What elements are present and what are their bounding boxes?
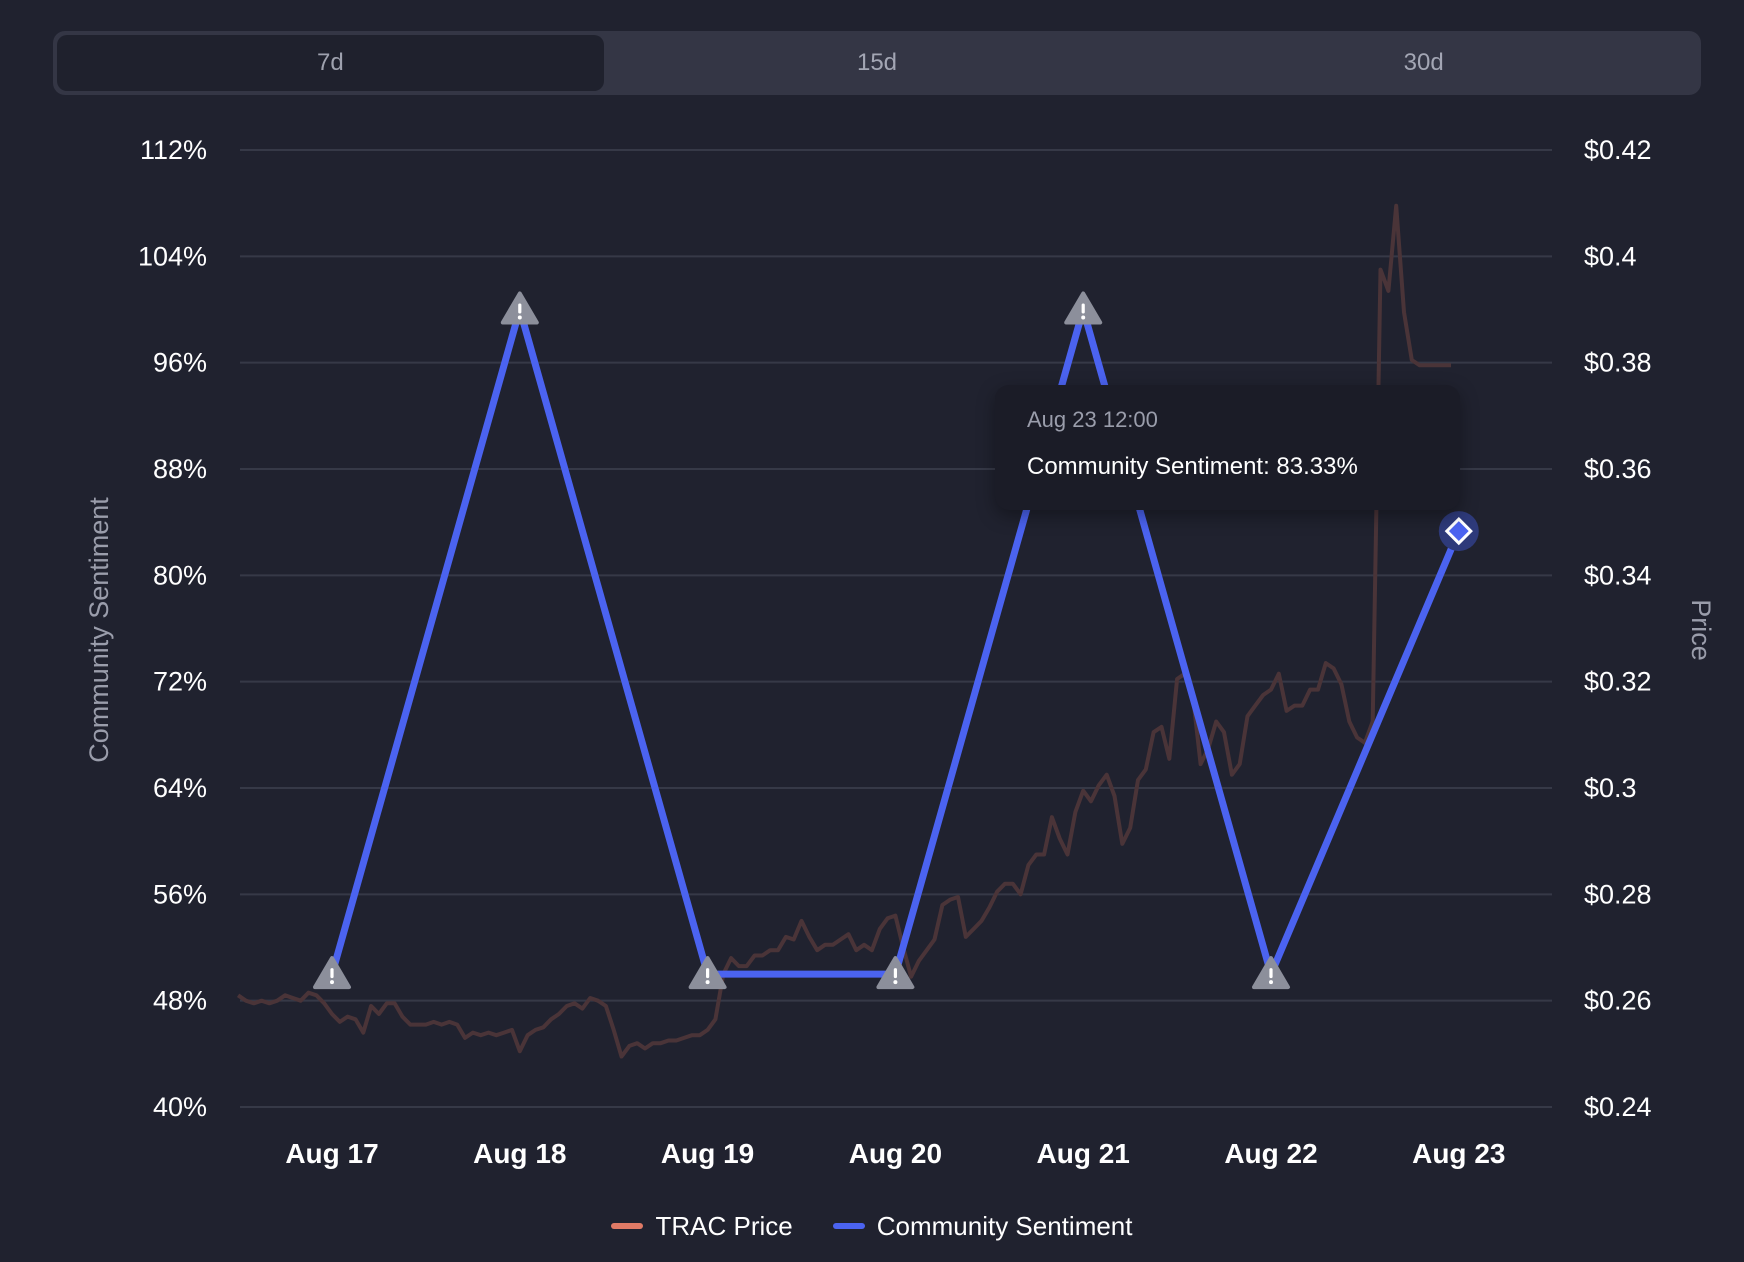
- warning-exclamation-dot: [1081, 315, 1086, 320]
- warning-icon: [688, 956, 727, 990]
- grid-lines: [240, 149, 1552, 1108]
- price-line: [236, 203, 1451, 1059]
- y-left-tick-label: 72%: [153, 667, 207, 697]
- warning-exclamation-bar: [330, 968, 334, 979]
- warning-exclamation-dot: [330, 980, 334, 985]
- warning-icon: [313, 956, 351, 990]
- tooltip-value: Community Sentiment: 83.33%: [1027, 453, 1358, 480]
- x-tick-label: Aug 20: [849, 1138, 942, 1169]
- x-tick-label: Aug 21: [1037, 1138, 1130, 1169]
- y-left-tick-label: 112%: [140, 135, 207, 165]
- y-right-tick-label: $0.26: [1584, 986, 1652, 1016]
- legend-swatch: [611, 1223, 644, 1229]
- sentiment-markers: [313, 291, 1479, 990]
- x-tick-label: Aug 19: [661, 1138, 754, 1169]
- warning-exclamation-dot: [1269, 980, 1273, 985]
- y-left-axis-title: Community Sentiment: [84, 497, 114, 763]
- warning-icon: [876, 956, 915, 990]
- warning-icon: [1064, 291, 1103, 325]
- warning-exclamation-dot: [893, 980, 898, 985]
- warning-exclamation-bar: [1269, 968, 1273, 979]
- y-right-tick-label: $0.34: [1584, 560, 1652, 590]
- y-left-tick-label: 40%: [153, 1092, 207, 1122]
- warning-exclamation-bar: [893, 968, 897, 979]
- y-right-tick-label: $0.38: [1584, 348, 1652, 378]
- warning-exclamation-bar: [518, 303, 522, 314]
- legend-item-community-sentiment[interactable]: Community Sentiment: [832, 1210, 1133, 1242]
- y-right-tick-label: $0.36: [1584, 454, 1652, 484]
- y-right-tick-label: $0.24: [1584, 1092, 1652, 1122]
- y-left-tick-label: 48%: [153, 986, 207, 1016]
- y-right-tick-label: $0.42: [1584, 135, 1652, 165]
- y-right-tick-label: $0.3: [1584, 773, 1637, 803]
- warning-icon: [500, 291, 539, 325]
- warning-exclamation-dot: [705, 980, 710, 985]
- warning-exclamation-bar: [706, 968, 710, 979]
- y-left-tick-label: 64%: [153, 773, 207, 803]
- x-tick-label: Aug 22: [1224, 1138, 1317, 1169]
- legend-swatch: [832, 1223, 865, 1229]
- tooltip-date: Aug 23 12:00: [1027, 407, 1158, 432]
- chart-tooltip: Aug 23 12:00 Community Sentiment: 83.33%: [995, 385, 1460, 510]
- point-diamond: [1444, 516, 1473, 546]
- y-left-tick-label: 96%: [153, 348, 207, 378]
- tab-30d[interactable]: 30d: [1403, 49, 1444, 76]
- tab-15d[interactable]: 15d: [856, 49, 898, 76]
- y-right-tick-label: $0.32: [1584, 667, 1652, 697]
- y-left-tick-label: 104%: [138, 241, 207, 271]
- legend-label: Community Sentiment: [876, 1210, 1133, 1241]
- y-left-tick-label: 56%: [153, 879, 207, 909]
- y-right-axis-title: Price: [1686, 599, 1716, 661]
- warning-icon: [1252, 956, 1290, 990]
- selected-point-diamond-icon: [1438, 511, 1479, 552]
- legend-label: TRAC Price: [655, 1210, 793, 1241]
- y-left-tick-label: 88%: [153, 454, 207, 484]
- legend-item-trac-price[interactable]: TRAC Price: [611, 1210, 793, 1242]
- warning-exclamation-bar: [1081, 303, 1085, 314]
- timeframe-tabs: 7d 15d 30d: [53, 31, 1701, 95]
- axis-ticks: 112% $0.42 104% $0.4 96% $0.38 88% $0.36 80% $0.3…: [138, 135, 1652, 1169]
- price-series: [236, 203, 1451, 1059]
- tab-7d[interactable]: 7d: [57, 35, 604, 91]
- warning-exclamation-dot: [517, 315, 522, 320]
- x-tick-label: Aug 23: [1412, 1138, 1505, 1169]
- chart-legend: TRAC Price Community Sentiment: [0, 1208, 1744, 1244]
- x-tick-label: Aug 18: [473, 1138, 566, 1169]
- y-left-tick-label: 80%: [153, 560, 207, 590]
- x-tick-label: Aug 17: [285, 1138, 378, 1169]
- y-right-tick-label: $0.4: [1584, 241, 1637, 271]
- y-right-tick-label: $0.28: [1584, 879, 1652, 909]
